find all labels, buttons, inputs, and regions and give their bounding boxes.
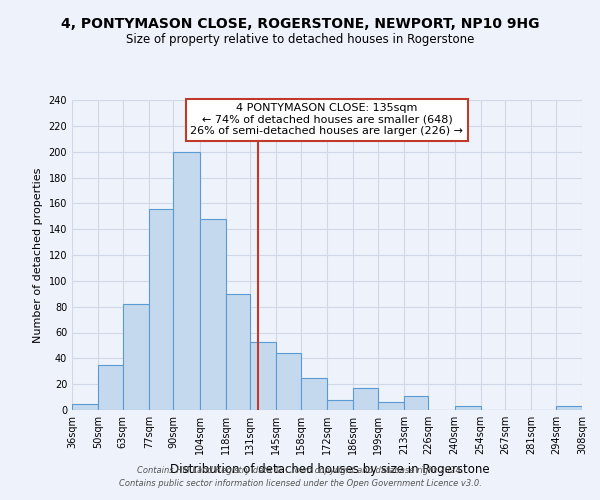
Text: Contains HM Land Registry data © Crown copyright and database right 2024.
Contai: Contains HM Land Registry data © Crown c… xyxy=(119,466,481,487)
Bar xyxy=(377,402,404,410)
Text: 4 PONTYMASON CLOSE: 135sqm
← 74% of detached houses are smaller (648)
26% of sem: 4 PONTYMASON CLOSE: 135sqm ← 74% of deta… xyxy=(191,103,464,136)
Bar xyxy=(404,396,428,410)
Bar xyxy=(301,378,327,410)
Y-axis label: Number of detached properties: Number of detached properties xyxy=(33,168,43,342)
Text: Size of property relative to detached houses in Rogerstone: Size of property relative to detached ho… xyxy=(126,32,474,46)
Bar xyxy=(556,406,582,410)
Bar xyxy=(173,152,199,410)
Bar xyxy=(226,294,250,410)
Bar xyxy=(149,208,173,410)
Bar xyxy=(277,353,301,410)
Bar xyxy=(72,404,98,410)
Bar xyxy=(353,388,377,410)
Bar xyxy=(122,304,149,410)
Bar xyxy=(199,219,226,410)
Bar xyxy=(250,342,277,410)
Bar xyxy=(455,406,481,410)
Bar xyxy=(327,400,353,410)
Text: 4, PONTYMASON CLOSE, ROGERSTONE, NEWPORT, NP10 9HG: 4, PONTYMASON CLOSE, ROGERSTONE, NEWPORT… xyxy=(61,18,539,32)
Text: Distribution of detached houses by size in Rogerstone: Distribution of detached houses by size … xyxy=(170,464,490,476)
Bar xyxy=(98,365,122,410)
